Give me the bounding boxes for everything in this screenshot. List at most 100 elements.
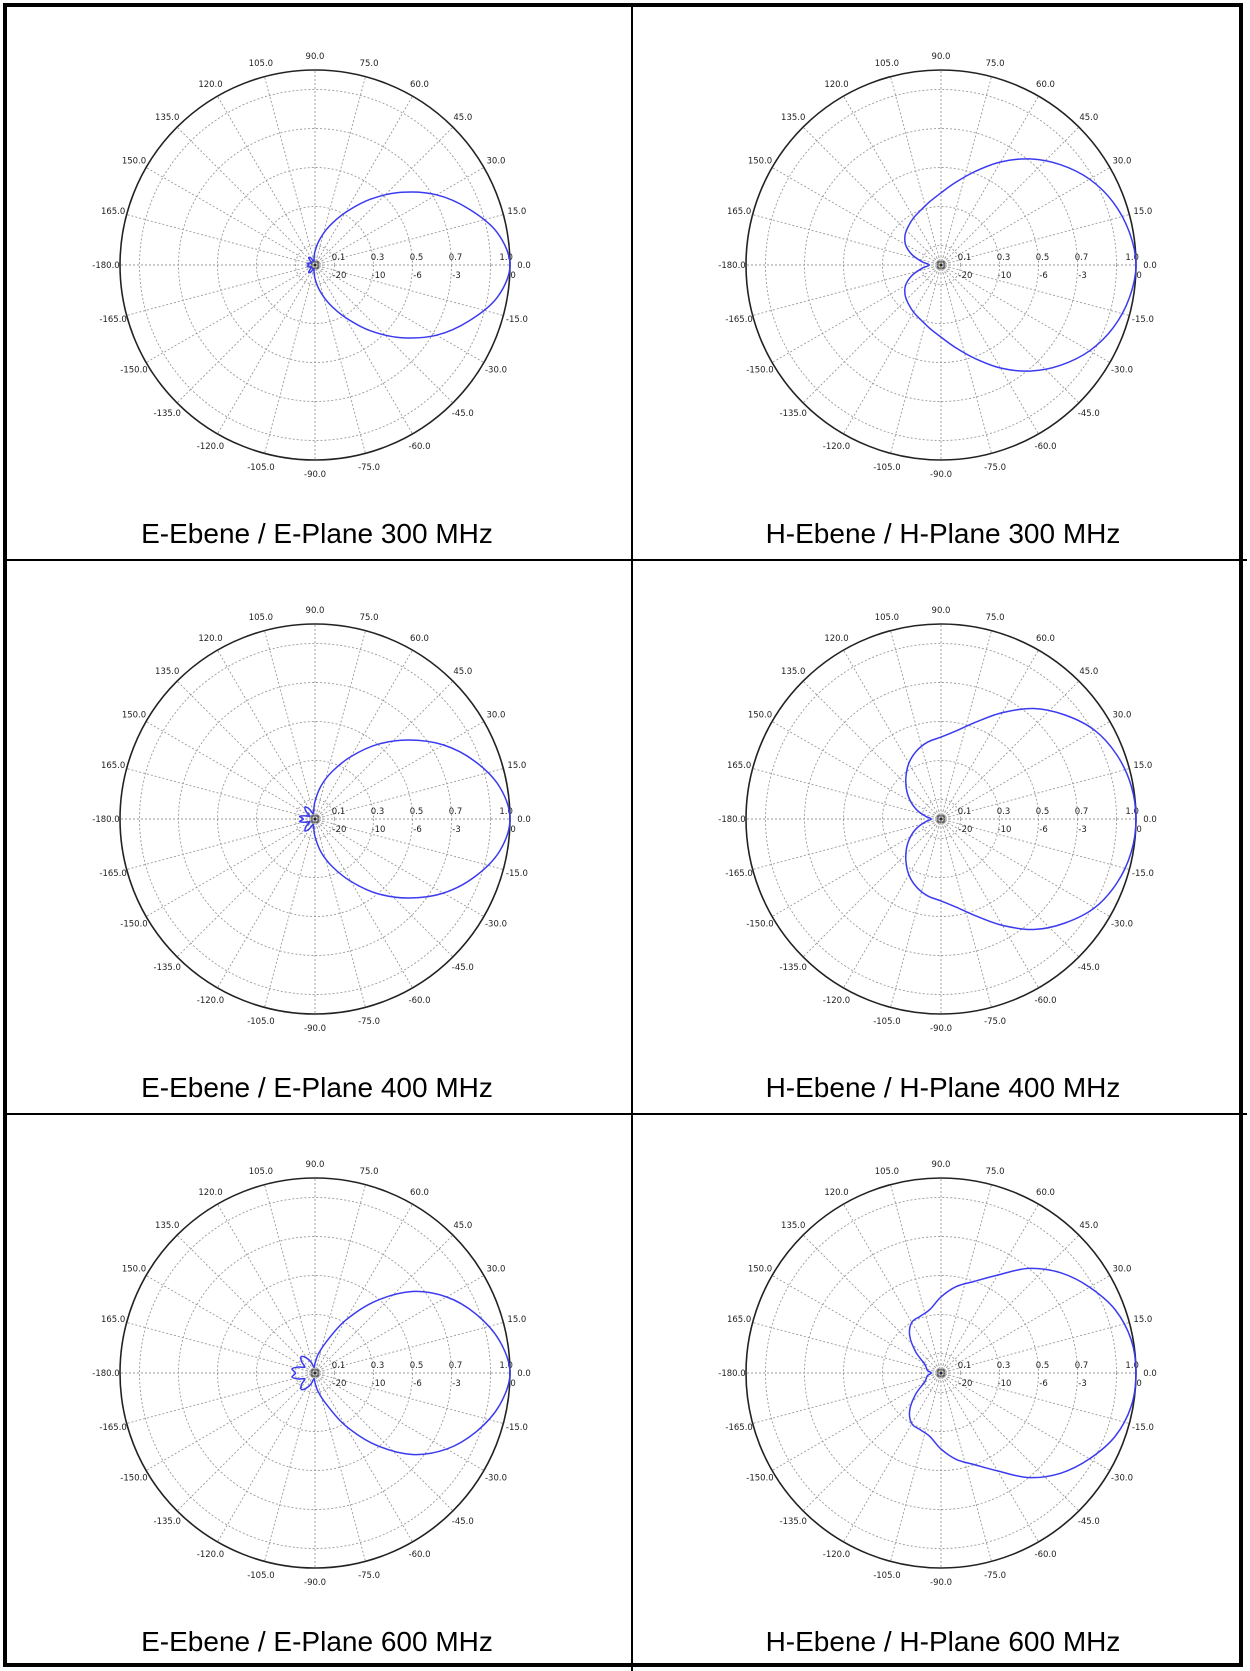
angle-tick-label: -120.0 bbox=[197, 996, 224, 1006]
radial-tick-label: 0.3 bbox=[997, 1361, 1011, 1371]
radial-db-label: -6 bbox=[413, 271, 421, 281]
angle-tick-label: 15.0 bbox=[1133, 1315, 1152, 1325]
angle-tick-label: 90.0 bbox=[306, 52, 325, 62]
angular-gridline bbox=[314, 768, 504, 820]
angle-tick-label: -135.0 bbox=[780, 409, 807, 419]
angular-gridline bbox=[940, 214, 1130, 266]
center-dot bbox=[939, 817, 943, 821]
radial-tick-label: 0.7 bbox=[1075, 253, 1089, 263]
radial-db-label: -3 bbox=[452, 825, 460, 835]
radial-ring bbox=[804, 128, 1078, 402]
angle-tick-label: 90.0 bbox=[306, 1160, 325, 1170]
radial-tick-label: 0.7 bbox=[1075, 807, 1089, 817]
angle-tick-label: 0.0 bbox=[517, 261, 531, 271]
angular-gridline bbox=[217, 1372, 316, 1543]
angular-gridline bbox=[176, 1234, 316, 1374]
angle-tick-label: -45.0 bbox=[1078, 409, 1100, 419]
angle-tick-label: 105.0 bbox=[249, 59, 273, 69]
angle-tick-label: 75.0 bbox=[360, 613, 379, 623]
angle-tick-label: 45.0 bbox=[1079, 113, 1098, 123]
angle-tick-label: -180.0 bbox=[718, 815, 745, 825]
angular-gridline bbox=[145, 818, 316, 917]
angle-tick-label: -150.0 bbox=[746, 1474, 773, 1484]
polar-plot-e-plane-600: 90.0 75.0 60.0 45.0 30.0 15.0 0.0 -15.0 -30.0 -45… bbox=[92, 1160, 530, 1588]
angular-gridline bbox=[314, 126, 454, 266]
radial-ring bbox=[765, 89, 1117, 441]
radial-db-label: -20 bbox=[333, 1379, 347, 1389]
angle-tick-label: -45.0 bbox=[1078, 1517, 1100, 1527]
center-marker bbox=[937, 1369, 945, 1377]
angle-tick-label: 45.0 bbox=[453, 667, 472, 677]
angular-gridline bbox=[771, 264, 942, 363]
radial-db-label: -10 bbox=[998, 825, 1012, 835]
radial-ring bbox=[843, 167, 1039, 363]
angle-tick-label: -180.0 bbox=[92, 1369, 119, 1379]
center-marker bbox=[311, 261, 319, 269]
angular-gridline bbox=[217, 818, 316, 989]
angle-tick-label: -150.0 bbox=[746, 920, 773, 930]
radial-db-label: -20 bbox=[333, 271, 347, 281]
angle-tick-label: 165.0 bbox=[727, 1315, 751, 1325]
angle-tick-label: -135.0 bbox=[154, 409, 181, 419]
angle-tick-label: -105.0 bbox=[873, 1571, 900, 1581]
angle-tick-label: -90.0 bbox=[930, 1024, 952, 1034]
center-marker bbox=[937, 261, 945, 269]
angle-tick-label: 135.0 bbox=[155, 1221, 179, 1231]
radial-ring bbox=[256, 206, 374, 324]
angular-gridline bbox=[752, 768, 942, 820]
angular-gridline bbox=[217, 264, 316, 435]
radial-db-label: -3 bbox=[1078, 271, 1086, 281]
radial-db-label: -20 bbox=[959, 825, 973, 835]
angular-gridline bbox=[890, 818, 942, 1008]
angle-tick-label: 60.0 bbox=[410, 634, 429, 644]
angle-tick-label: 60.0 bbox=[410, 80, 429, 90]
center-dot bbox=[939, 1371, 943, 1375]
polar-plot-e-plane-300: 90.0 75.0 60.0 45.0 30.0 15.0 0.0 -15.0 -30.0 -45… bbox=[92, 52, 531, 480]
angle-tick-label: 75.0 bbox=[360, 59, 379, 69]
angular-gridline bbox=[264, 264, 316, 454]
radial-ring bbox=[178, 1236, 452, 1510]
radial-ring bbox=[921, 799, 961, 839]
radiation-pattern-curve bbox=[306, 191, 511, 339]
angle-tick-label: 135.0 bbox=[781, 667, 805, 677]
angle-tick-label: 90.0 bbox=[932, 1160, 951, 1170]
angle-tick-label: 0.0 bbox=[517, 815, 531, 825]
angle-tick-label: 135.0 bbox=[781, 1221, 805, 1231]
pattern-cell-e-plane-600: 90.0 75.0 60.0 45.0 30.0 15.0 0.0 -15.0 -30.0 -45… bbox=[7, 1115, 627, 1667]
radial-ring bbox=[936, 1368, 946, 1378]
angle-tick-label: 75.0 bbox=[360, 1167, 379, 1177]
angle-tick-label: -180.0 bbox=[92, 815, 119, 825]
radial-tick-label: 1.0 bbox=[1125, 807, 1139, 817]
radiation-pattern-curve bbox=[908, 1267, 1137, 1479]
angle-tick-label: -150.0 bbox=[120, 366, 147, 376]
radial-ring bbox=[936, 260, 946, 270]
radial-db-label: -10 bbox=[372, 825, 386, 835]
radial-ring bbox=[178, 682, 452, 956]
radial-db-label: 0 bbox=[510, 271, 515, 281]
angle-tick-label: 30.0 bbox=[487, 1265, 506, 1275]
angle-tick-label: -75.0 bbox=[358, 1017, 380, 1027]
angle-tick-label: 165.0 bbox=[101, 761, 125, 771]
angle-tick-label: 120.0 bbox=[198, 80, 222, 90]
angle-tick-label: -165.0 bbox=[99, 315, 126, 325]
angle-tick-label: -90.0 bbox=[304, 1578, 326, 1588]
angle-tick-label: -15.0 bbox=[506, 315, 528, 325]
center-marker bbox=[937, 815, 945, 823]
radial-ring bbox=[765, 643, 1117, 995]
radiation-pattern-curve bbox=[298, 739, 511, 899]
angle-tick-label: -45.0 bbox=[452, 1517, 474, 1527]
angular-gridline bbox=[802, 680, 942, 820]
center-marker bbox=[311, 1369, 319, 1377]
angle-tick-label: 30.0 bbox=[1113, 157, 1132, 167]
radial-tick-label: 0.3 bbox=[371, 807, 385, 817]
radial-ring bbox=[306, 810, 324, 828]
radial-db-label: -3 bbox=[1078, 825, 1086, 835]
angular-gridline bbox=[145, 1372, 316, 1471]
angle-tick-label: 165.0 bbox=[101, 1315, 125, 1325]
angular-gridline bbox=[126, 768, 316, 820]
angle-tick-label: 120.0 bbox=[198, 634, 222, 644]
radial-db-label: -6 bbox=[413, 825, 421, 835]
radial-tick-label: 1.0 bbox=[1125, 1361, 1139, 1371]
angle-tick-label: 150.0 bbox=[748, 711, 772, 721]
angular-gridline bbox=[217, 1203, 316, 1374]
